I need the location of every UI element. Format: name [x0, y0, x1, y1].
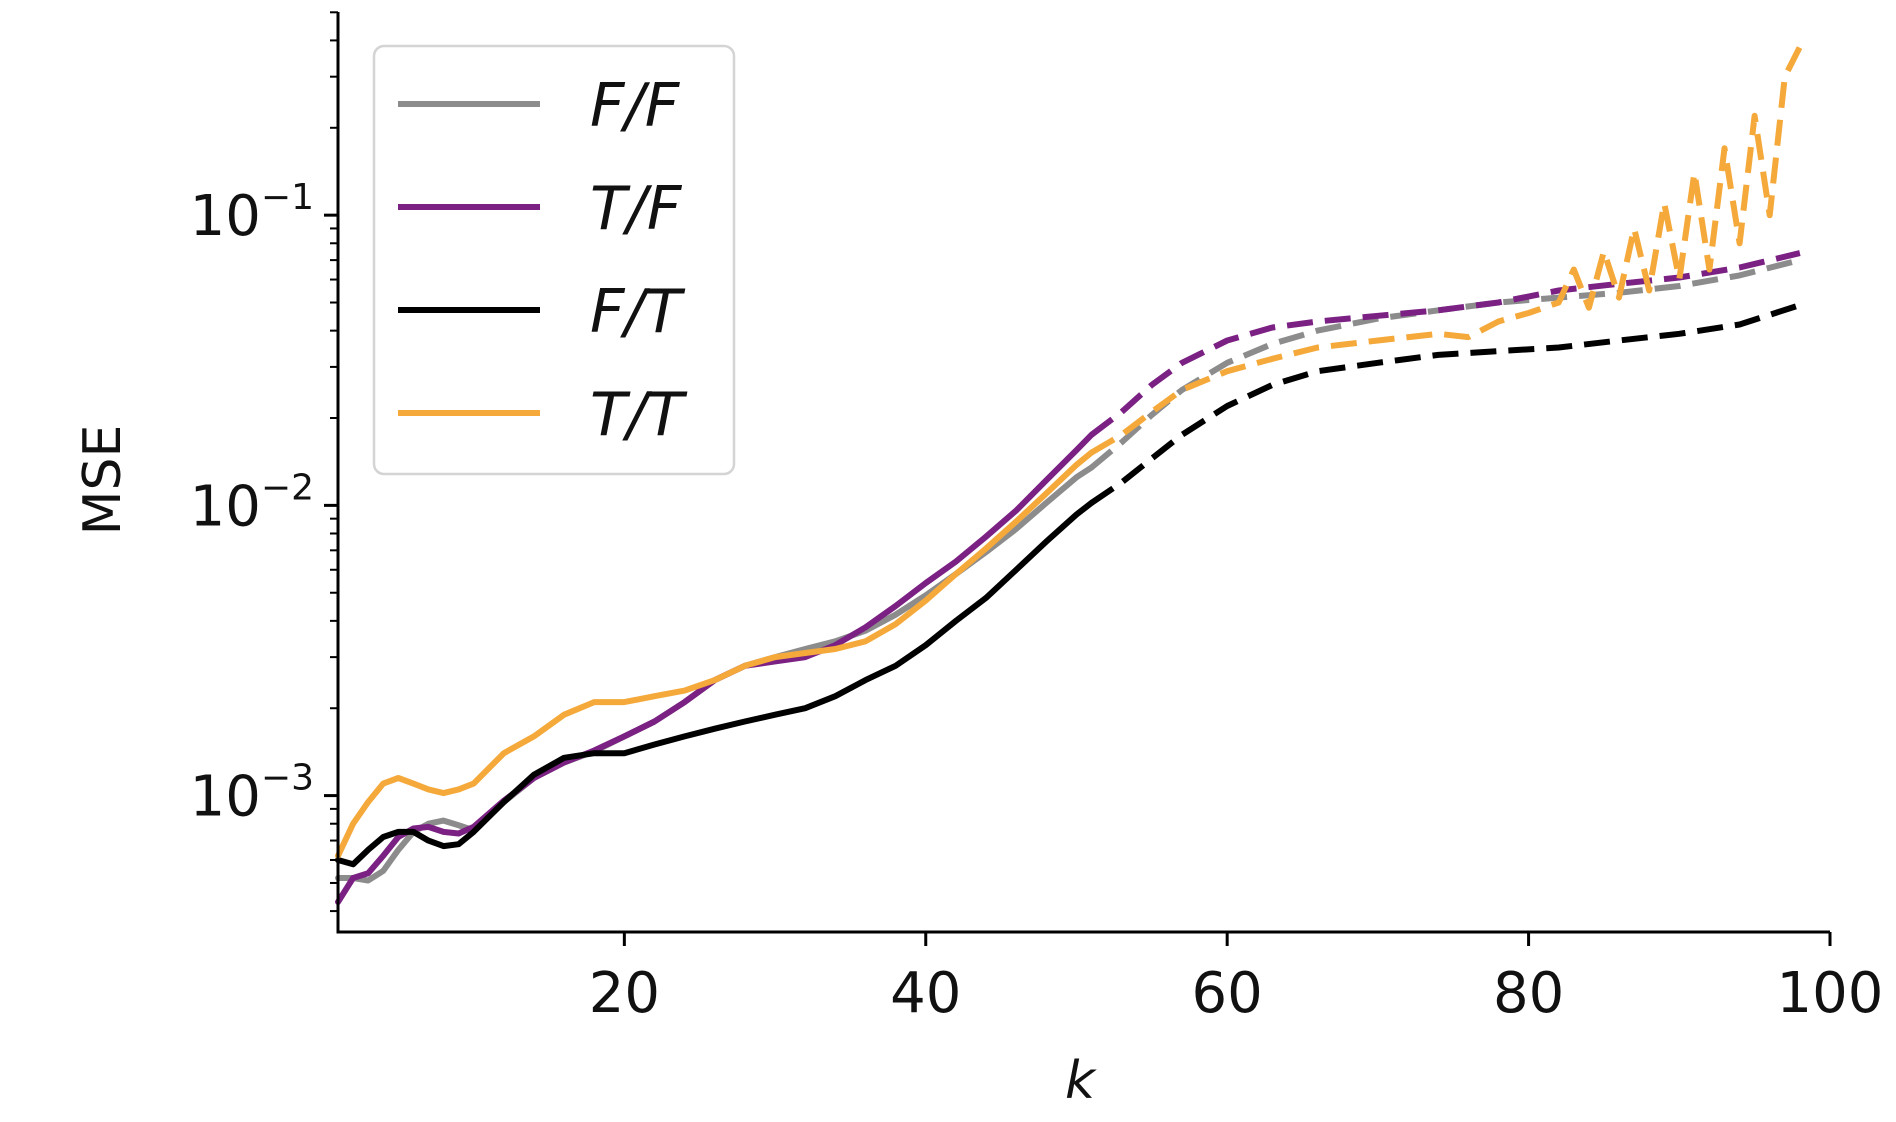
y-minor-ticks [330, 11, 338, 913]
series-f-t-solid [335, 499, 1095, 868]
y-axis-label: MSE [73, 425, 133, 536]
y-tick-label: 10−1 [190, 177, 314, 249]
x-axis-label: k [1065, 1051, 1097, 1111]
legend-label: T/T [590, 380, 688, 450]
legend-entry-f-f: F/F [398, 71, 681, 141]
legend-label: T/F [590, 174, 683, 244]
legend-entry-t-t: T/T [398, 380, 688, 450]
legend-entry-t-f: T/F [398, 174, 683, 244]
series-t-t-dashed [1089, 45, 1803, 456]
series-f-t-dashed [1089, 302, 1801, 506]
legend-frame [372, 44, 736, 476]
plot-area: 10−3 10−2 10−1 20 40 60 80 100 [190, 11, 1884, 1026]
x-tick-label: 100 [1777, 961, 1884, 1026]
legend-label: F/T [590, 277, 686, 347]
series-layer [335, 45, 1803, 905]
legend-entries: F/F T/F F/T T/T [398, 71, 688, 450]
x-ticks: 20 40 60 80 100 [589, 932, 1884, 1026]
x-tick-label: 80 [1493, 961, 1564, 1026]
x-tick-label: 20 [589, 961, 660, 1026]
series-t-f-dashed [1089, 250, 1801, 438]
y-ticks: 10−3 10−2 10−1 [190, 177, 338, 830]
y-tick-label: 10−3 [190, 758, 314, 830]
series-t-f-solid [335, 431, 1095, 905]
series-f-f-solid [335, 464, 1095, 884]
legend: F/F T/F F/T T/T [372, 44, 736, 476]
y-tick-label: 10−2 [190, 467, 314, 539]
legend-entry-f-t: F/T [398, 277, 686, 347]
legend-label: F/F [590, 71, 681, 141]
series-f-f-dashed [1089, 257, 1801, 470]
x-tick-label: 60 [1192, 961, 1263, 1026]
series-t-t-solid [335, 449, 1095, 859]
x-tick-label: 40 [890, 961, 961, 1026]
